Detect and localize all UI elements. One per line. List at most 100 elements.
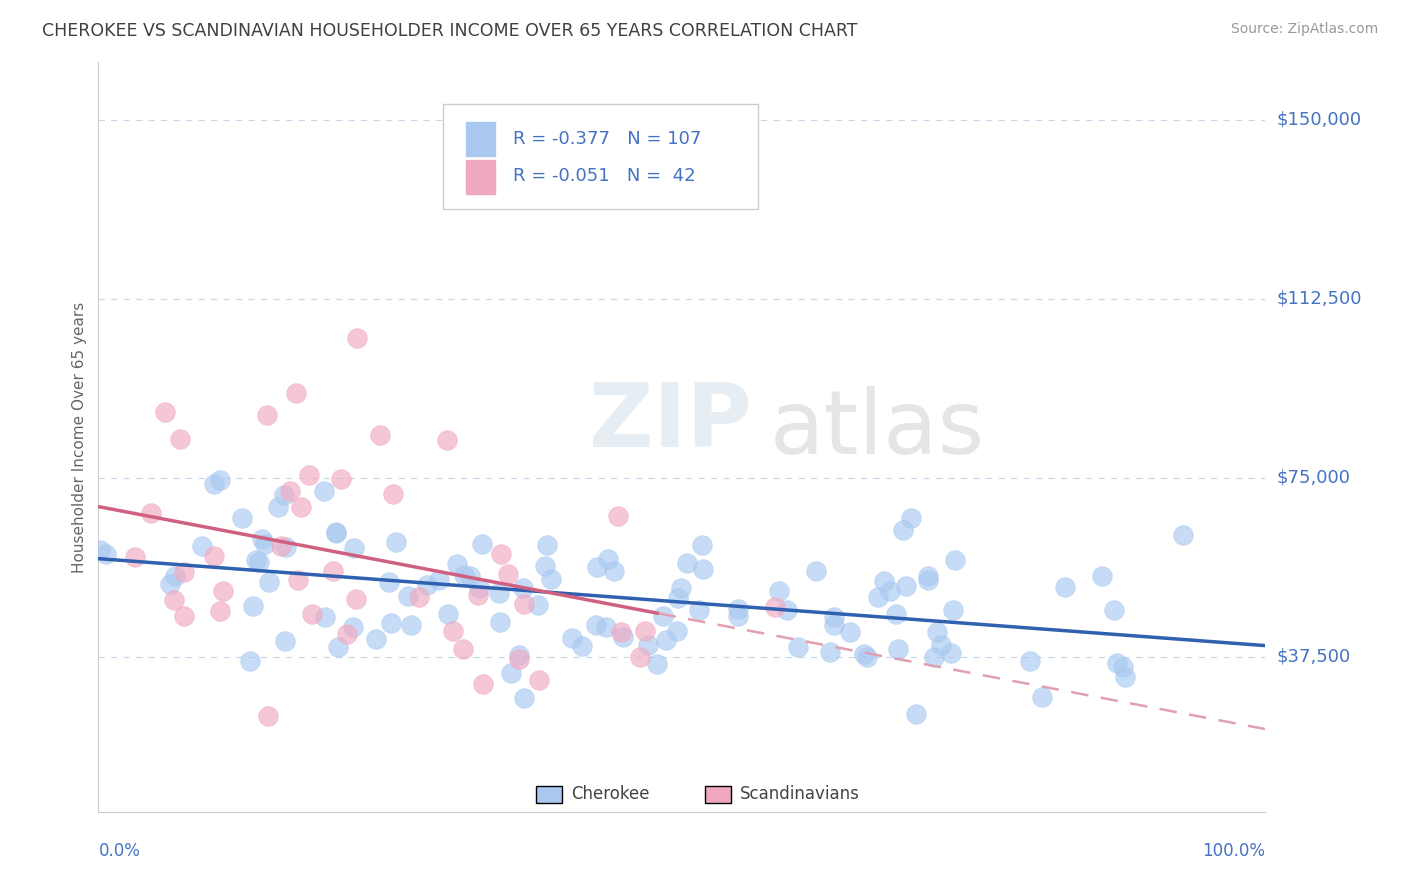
Point xyxy=(1031,690,1053,704)
Point xyxy=(278,483,301,498)
Point xyxy=(896,579,918,593)
Point xyxy=(669,582,692,596)
Point xyxy=(301,607,323,621)
Text: R = -0.377   N = 107: R = -0.377 N = 107 xyxy=(513,130,702,148)
Point xyxy=(190,539,212,553)
Point xyxy=(501,665,523,680)
Point xyxy=(163,592,186,607)
Point xyxy=(274,634,297,648)
Point xyxy=(290,500,312,514)
Point xyxy=(169,433,191,447)
Text: $150,000: $150,000 xyxy=(1277,111,1361,128)
Point xyxy=(436,433,458,447)
Point xyxy=(436,607,458,621)
Point xyxy=(872,574,894,588)
Point xyxy=(607,508,630,523)
Point xyxy=(536,538,558,552)
Point xyxy=(498,567,520,582)
Point xyxy=(342,620,364,634)
Point xyxy=(139,507,162,521)
Point xyxy=(408,590,430,604)
Point xyxy=(429,573,451,587)
FancyBboxPatch shape xyxy=(443,103,758,209)
Text: ZIP: ZIP xyxy=(589,378,751,466)
Text: 100.0%: 100.0% xyxy=(1202,842,1265,860)
Point xyxy=(165,569,187,583)
Point xyxy=(879,584,901,599)
Point xyxy=(173,565,195,579)
Text: $37,500: $37,500 xyxy=(1277,648,1351,665)
Point xyxy=(628,649,651,664)
Point xyxy=(322,564,344,578)
Text: CHEROKEE VS SCANDINAVIAN HOUSEHOLDER INCOME OVER 65 YEARS CORRELATION CHART: CHEROKEE VS SCANDINAVIAN HOUSEHOLDER INC… xyxy=(42,22,858,40)
Point xyxy=(208,604,231,618)
Point xyxy=(1102,603,1125,617)
Point xyxy=(1091,569,1114,583)
Point xyxy=(208,473,231,487)
Point xyxy=(943,553,966,567)
Point xyxy=(451,642,474,657)
Point xyxy=(368,427,391,442)
Point xyxy=(471,537,494,551)
Point xyxy=(1112,660,1135,674)
Point xyxy=(124,549,146,564)
Point xyxy=(489,547,512,561)
FancyBboxPatch shape xyxy=(465,160,495,194)
Point xyxy=(513,597,536,611)
Point xyxy=(298,468,321,483)
Point xyxy=(823,618,845,632)
Point xyxy=(396,589,419,603)
Point xyxy=(1171,528,1194,542)
Point xyxy=(399,618,422,632)
Point xyxy=(652,609,675,624)
Point xyxy=(273,488,295,502)
Point xyxy=(508,648,530,662)
Point xyxy=(513,691,536,706)
Point xyxy=(647,657,669,671)
Point xyxy=(856,649,879,664)
Text: atlas: atlas xyxy=(769,386,984,473)
Point xyxy=(254,536,277,550)
Point xyxy=(471,676,494,690)
Point xyxy=(596,552,619,566)
Point xyxy=(917,574,939,588)
Point xyxy=(540,572,562,586)
Text: Source: ZipAtlas.com: Source: ZipAtlas.com xyxy=(1230,22,1378,37)
Point xyxy=(366,632,388,646)
FancyBboxPatch shape xyxy=(465,122,495,156)
Point xyxy=(939,646,962,660)
Point xyxy=(655,632,678,647)
Point xyxy=(257,574,280,589)
Point xyxy=(690,538,713,552)
Point xyxy=(676,556,699,570)
Point xyxy=(1107,656,1129,670)
Point xyxy=(1053,581,1076,595)
Point xyxy=(242,599,264,614)
Text: $75,000: $75,000 xyxy=(1277,468,1351,487)
Point xyxy=(534,559,557,574)
Point xyxy=(173,609,195,624)
Point xyxy=(768,583,790,598)
Point xyxy=(526,598,548,612)
Point xyxy=(804,564,827,578)
Point xyxy=(637,638,659,652)
Point xyxy=(610,625,633,640)
Point xyxy=(585,559,607,574)
Point xyxy=(942,603,965,617)
Point xyxy=(612,630,634,644)
Point xyxy=(887,641,910,656)
Point xyxy=(727,602,749,616)
Point xyxy=(917,569,939,583)
Point xyxy=(633,624,655,639)
Point xyxy=(211,584,233,599)
Text: Scandinavians: Scandinavians xyxy=(741,786,860,804)
Point xyxy=(346,331,368,345)
Point xyxy=(239,655,262,669)
Point xyxy=(931,638,953,652)
Point xyxy=(467,588,489,602)
Point xyxy=(336,627,359,641)
Point xyxy=(285,386,308,401)
Point xyxy=(267,500,290,515)
Point xyxy=(245,553,267,567)
Point xyxy=(488,586,510,600)
